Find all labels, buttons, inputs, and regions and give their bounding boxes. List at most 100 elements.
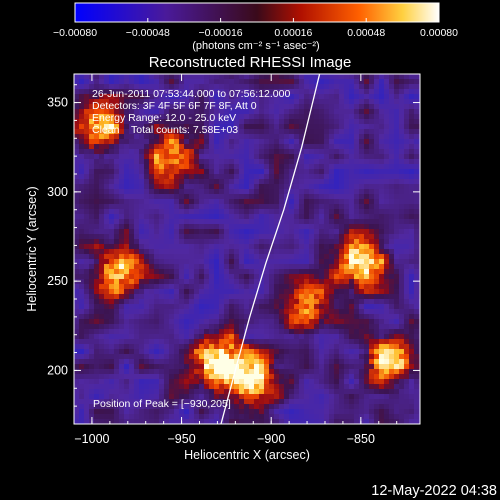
heatmap-cell	[119, 219, 125, 225]
heatmap-cell	[359, 99, 365, 105]
heatmap-cell	[334, 229, 340, 235]
heatmap-cell	[124, 304, 130, 310]
heatmap-cell	[209, 254, 215, 260]
heatmap-cell	[179, 399, 185, 405]
heatmap-cell	[189, 169, 195, 175]
heatmap-cell	[389, 254, 395, 260]
heatmap-cell	[119, 359, 125, 365]
heatmap-cell	[74, 129, 80, 135]
heatmap-cell	[89, 359, 95, 365]
heatmap-cell	[399, 319, 405, 325]
heatmap-cell	[174, 339, 180, 345]
heatmap-cell	[374, 174, 380, 180]
heatmap-cell	[134, 199, 140, 205]
heatmap-cell	[264, 139, 270, 145]
heatmap-cell	[414, 139, 420, 145]
heatmap-cell	[379, 239, 385, 245]
heatmap-cell	[99, 234, 105, 240]
heatmap-cell	[244, 289, 250, 295]
heatmap-cell	[404, 234, 410, 240]
heatmap-cell	[294, 119, 300, 125]
heatmap-cell	[99, 314, 105, 320]
heatmap-cell	[339, 409, 345, 415]
heatmap-cell	[344, 369, 350, 375]
heatmap-cell	[84, 304, 90, 310]
heatmap-cell	[279, 354, 285, 360]
heatmap-cell	[229, 94, 235, 100]
heatmap-cell	[329, 204, 335, 210]
heatmap-cell	[314, 174, 320, 180]
heatmap-cell	[239, 269, 245, 275]
heatmap-cell	[334, 144, 340, 150]
heatmap-cell	[369, 254, 375, 260]
heatmap-cell	[214, 114, 220, 120]
heatmap-cell	[249, 364, 255, 370]
heatmap-cell	[369, 134, 375, 140]
heatmap-cell	[134, 389, 140, 395]
heatmap-cell	[309, 164, 315, 170]
heatmap-cell	[364, 119, 370, 125]
heatmap-cell	[374, 129, 380, 135]
heatmap-cell	[239, 324, 245, 330]
heatmap-cell	[234, 264, 240, 270]
heatmap-cell	[209, 364, 215, 370]
heatmap-cell	[324, 129, 330, 135]
heatmap-cell	[104, 224, 110, 230]
heatmap-cell	[409, 129, 415, 135]
heatmap-cell	[374, 199, 380, 205]
heatmap-cell	[124, 174, 130, 180]
heatmap-cell	[224, 139, 230, 145]
heatmap-cell	[109, 369, 115, 375]
heatmap-cell	[359, 364, 365, 370]
heatmap-cell	[99, 84, 105, 90]
heatmap-cell	[359, 179, 365, 185]
heatmap-cell	[304, 274, 310, 280]
heatmap-cell	[294, 284, 300, 290]
heatmap-cell	[99, 239, 105, 245]
heatmap-cell	[209, 324, 215, 330]
heatmap-cell	[244, 399, 250, 405]
heatmap-cell	[354, 134, 360, 140]
heatmap-cell	[344, 74, 350, 80]
heatmap-cell	[374, 294, 380, 300]
heatmap-cell	[274, 154, 280, 160]
heatmap-cell	[154, 119, 160, 125]
heatmap-cell	[119, 244, 125, 250]
heatmap-cell	[124, 369, 130, 375]
heatmap-cell	[364, 74, 370, 80]
heatmap-cell	[79, 294, 85, 300]
heatmap-cell	[134, 414, 140, 420]
heatmap-cell	[164, 99, 170, 105]
heatmap-cell	[379, 149, 385, 155]
heatmap-cell	[329, 224, 335, 230]
heatmap-cell	[229, 224, 235, 230]
heatmap-cell	[84, 104, 90, 110]
heatmap-cell	[294, 214, 300, 220]
heatmap-cell	[194, 274, 200, 280]
heatmap-cell	[234, 389, 240, 395]
heatmap-cell	[384, 264, 390, 270]
heatmap-cell	[239, 214, 245, 220]
heatmap-cell	[339, 224, 345, 230]
heatmap-cell	[324, 294, 330, 300]
heatmap-cell	[229, 414, 235, 420]
heatmap-cell	[409, 104, 415, 110]
colorbar-tick-label: −0.00048	[126, 27, 170, 39]
heatmap-cell	[204, 249, 210, 255]
heatmap-cell	[304, 409, 310, 415]
heatmap-cell	[139, 284, 145, 290]
heatmap-cell	[199, 104, 205, 110]
heatmap-cell	[269, 219, 275, 225]
heatmap-cell	[404, 354, 410, 360]
heatmap-cell	[109, 319, 115, 325]
heatmap-cell	[199, 254, 205, 260]
heatmap-cell	[304, 344, 310, 350]
heatmap-cell	[284, 414, 290, 420]
heatmap-cell	[319, 309, 325, 315]
heatmap-cell	[369, 274, 375, 280]
heatmap-cell	[404, 329, 410, 335]
heatmap-cell	[104, 419, 110, 424]
heatmap-cell	[414, 84, 420, 90]
heatmap-cell	[234, 284, 240, 290]
heatmap-cell	[249, 174, 255, 180]
